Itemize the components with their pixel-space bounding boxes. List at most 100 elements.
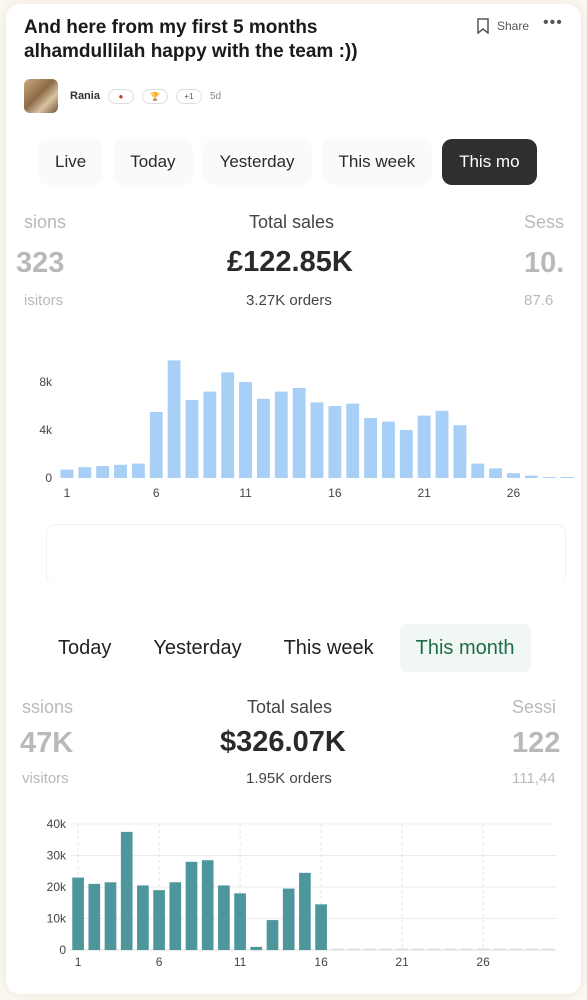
tab-this-month-2[interactable]: This month xyxy=(399,624,531,672)
post-title: And here from my first 5 months alhamdul… xyxy=(24,17,358,62)
bar[interactable] xyxy=(417,415,431,478)
bar[interactable] xyxy=(507,473,520,478)
bar[interactable] xyxy=(185,400,199,478)
bar[interactable] xyxy=(256,398,270,478)
bar[interactable] xyxy=(203,391,217,478)
bar[interactable] xyxy=(560,477,574,478)
bar[interactable] xyxy=(509,948,522,951)
bar[interactable] xyxy=(444,948,457,951)
metric2-left-sub: visitors xyxy=(22,770,69,787)
tab-this-week-2[interactable]: This week xyxy=(283,636,374,659)
bar[interactable] xyxy=(328,406,342,478)
bar[interactable] xyxy=(60,469,74,478)
author-row: Rania ● 🏆 +1 5d xyxy=(24,79,221,113)
bar[interactable] xyxy=(96,466,110,478)
bar[interactable] xyxy=(274,391,288,478)
bar[interactable] xyxy=(471,463,485,478)
bar[interactable] xyxy=(461,948,473,951)
bar[interactable] xyxy=(380,948,392,951)
bar[interactable] xyxy=(153,890,165,950)
tab-live[interactable]: Live xyxy=(38,139,104,185)
bar[interactable] xyxy=(149,412,163,478)
date-tabs-2: Today Yesterday This week This month xyxy=(42,624,531,672)
bar[interactable] xyxy=(525,948,538,951)
x-tick-label: 26 xyxy=(507,486,521,500)
more-options-icon[interactable]: ••• xyxy=(543,14,563,31)
bar[interactable] xyxy=(428,948,441,951)
bar[interactable] xyxy=(542,948,554,951)
dashboard-screenshot-1: Live Today Yesterday This week This mo s… xyxy=(6,129,581,529)
bar[interactable] xyxy=(524,475,538,478)
x-tick-label: 26 xyxy=(476,955,490,969)
metric-right-label: Sess xyxy=(524,212,565,232)
bar[interactable] xyxy=(292,388,306,478)
bar[interactable] xyxy=(310,402,324,478)
bar[interactable] xyxy=(114,464,127,478)
bar[interactable] xyxy=(299,872,311,950)
bar[interactable] xyxy=(137,885,149,950)
bar[interactable] xyxy=(218,885,230,950)
post-age: 5d xyxy=(209,90,222,102)
tab-this-month[interactable]: This mo xyxy=(442,139,537,185)
bar[interactable] xyxy=(412,948,425,951)
x-tick-label: 1 xyxy=(64,486,71,500)
bar[interactable] xyxy=(399,430,413,478)
bar[interactable] xyxy=(477,948,489,951)
x-tick-label: 16 xyxy=(328,486,342,500)
x-tick-label: 11 xyxy=(234,955,247,969)
bar[interactable] xyxy=(221,372,235,478)
bar[interactable] xyxy=(169,882,182,950)
bar[interactable] xyxy=(435,410,449,478)
bar[interactable] xyxy=(453,425,467,478)
share-label[interactable]: Share xyxy=(497,19,530,33)
trophy-icon: 🏆 xyxy=(141,88,168,104)
x-tick-label: 1 xyxy=(75,955,82,969)
metric2-right-sub: 111,44 xyxy=(512,770,556,787)
y-tick-label: 8k xyxy=(39,375,53,389)
metric-total-sales-value: £122.85K xyxy=(227,246,353,278)
bar[interactable] xyxy=(382,421,395,478)
metric2-total-sales-label: Total sales xyxy=(247,697,333,717)
author-name[interactable]: Rania xyxy=(70,90,100,102)
bookmark-icon[interactable] xyxy=(476,18,490,34)
tab-today-2[interactable]: Today xyxy=(58,636,112,659)
badge-count: +1 xyxy=(175,88,202,104)
bar[interactable] xyxy=(88,883,101,950)
bar[interactable] xyxy=(542,477,556,478)
bar[interactable] xyxy=(331,948,344,951)
share-button[interactable]: Share xyxy=(476,18,529,34)
bar[interactable] xyxy=(201,860,214,950)
bar[interactable] xyxy=(104,882,117,950)
tab-today[interactable]: Today xyxy=(113,139,193,185)
bar[interactable] xyxy=(167,360,181,478)
bar[interactable] xyxy=(493,948,506,951)
metric-total-sales-label: Total sales xyxy=(249,212,335,232)
bar[interactable] xyxy=(489,468,503,478)
bar[interactable] xyxy=(234,893,246,950)
bar[interactable] xyxy=(131,463,145,478)
bar[interactable] xyxy=(120,831,133,950)
bar[interactable] xyxy=(185,861,198,950)
date-tabs: Live Today Yesterday This week This mo xyxy=(38,139,537,185)
bar[interactable] xyxy=(282,888,295,950)
bar[interactable] xyxy=(363,948,376,951)
metric-orders: 3.27K orders xyxy=(246,292,332,309)
tab-yesterday-2[interactable]: Yesterday xyxy=(153,636,242,659)
avatar[interactable] xyxy=(24,79,58,113)
bar[interactable] xyxy=(250,946,263,950)
bar[interactable] xyxy=(364,418,378,478)
bar[interactable] xyxy=(266,920,279,950)
bar[interactable] xyxy=(72,877,84,950)
bar[interactable] xyxy=(239,382,252,478)
bar[interactable] xyxy=(78,467,92,478)
bar[interactable] xyxy=(396,948,408,951)
tab-yesterday[interactable]: Yesterday xyxy=(202,139,312,185)
bar[interactable] xyxy=(347,948,360,951)
divider-card xyxy=(46,524,566,584)
metric-left-sub: isitors xyxy=(24,292,64,309)
bar[interactable] xyxy=(346,403,360,478)
bar[interactable] xyxy=(315,904,327,950)
tab-this-week[interactable]: This week xyxy=(321,139,433,185)
